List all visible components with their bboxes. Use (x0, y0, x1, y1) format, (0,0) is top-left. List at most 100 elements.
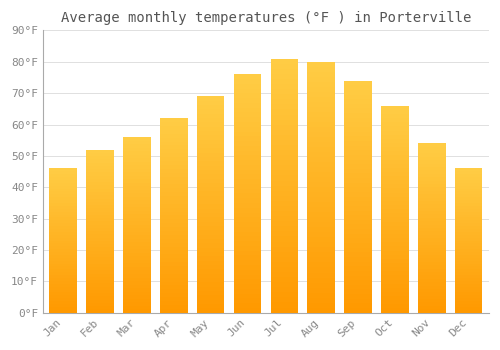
Bar (344, 136, 372, 141)
Bar (123, 221, 151, 225)
Bar (455, 293, 482, 295)
Bar (270, 186, 298, 191)
Bar (86, 163, 114, 166)
Bar (455, 215, 482, 217)
Bar (308, 232, 335, 237)
Bar (197, 209, 224, 213)
Bar (197, 114, 224, 118)
Bar (160, 281, 188, 285)
Bar (455, 171, 482, 174)
Bar (197, 196, 224, 200)
Bar (197, 161, 224, 166)
Bar (86, 228, 114, 231)
Bar (381, 135, 408, 139)
Bar (455, 270, 482, 272)
Bar (160, 134, 188, 138)
Bar (123, 246, 151, 250)
Bar (234, 141, 262, 146)
Bar (234, 160, 262, 165)
Bar (197, 243, 224, 248)
Bar (123, 151, 151, 155)
Bar (123, 218, 151, 221)
Bar (123, 169, 151, 172)
Bar (86, 218, 114, 221)
Bar (197, 187, 224, 191)
Bar (50, 278, 77, 281)
Bar (160, 122, 188, 126)
Bar (160, 254, 188, 258)
Bar (234, 232, 262, 236)
Bar (270, 99, 298, 104)
Bar (86, 238, 114, 241)
Bar (344, 104, 372, 108)
Bar (270, 140, 298, 145)
Bar (50, 189, 77, 191)
Bar (197, 239, 224, 243)
Bar (381, 213, 408, 217)
Bar (160, 211, 188, 216)
Bar (418, 296, 446, 299)
Bar (344, 289, 372, 294)
Bar (270, 84, 298, 89)
Bar (270, 114, 298, 120)
Bar (123, 228, 151, 232)
Bar (270, 252, 298, 257)
Bar (381, 201, 408, 205)
Bar (50, 238, 77, 240)
Bar (50, 246, 77, 249)
Bar (455, 272, 482, 275)
Bar (234, 170, 262, 174)
Bar (234, 270, 262, 274)
Bar (197, 226, 224, 230)
Bar (381, 197, 408, 201)
Bar (418, 272, 446, 275)
Bar (86, 290, 114, 293)
Bar (455, 284, 482, 287)
Bar (197, 118, 224, 122)
Bar (344, 192, 372, 197)
Bar (123, 250, 151, 253)
Bar (455, 304, 482, 307)
Title: Average monthly temperatures (°F ) in Porterville: Average monthly temperatures (°F ) in Po… (60, 11, 471, 25)
Bar (455, 226, 482, 229)
Bar (344, 224, 372, 229)
Bar (455, 232, 482, 235)
Bar (270, 79, 298, 84)
Bar (270, 267, 298, 272)
Bar (160, 141, 188, 146)
Bar (160, 239, 188, 243)
Bar (86, 303, 114, 306)
Bar (270, 247, 298, 252)
Bar (308, 162, 335, 167)
Bar (86, 225, 114, 228)
Bar (308, 262, 335, 267)
Bar (418, 252, 446, 255)
Bar (160, 118, 188, 122)
Bar (123, 267, 151, 271)
Bar (86, 270, 114, 273)
Bar (418, 245, 446, 248)
Bar (455, 212, 482, 215)
Bar (381, 168, 408, 172)
Bar (123, 292, 151, 295)
Bar (455, 275, 482, 278)
Bar (344, 183, 372, 187)
Bar (418, 282, 446, 286)
Bar (308, 107, 335, 112)
Bar (86, 306, 114, 309)
Bar (418, 265, 446, 268)
Bar (344, 164, 372, 169)
Bar (270, 94, 298, 99)
Bar (160, 165, 188, 169)
Bar (270, 221, 298, 226)
Bar (381, 139, 408, 143)
Bar (418, 154, 446, 157)
Bar (344, 215, 372, 220)
Bar (50, 177, 77, 180)
Bar (381, 110, 408, 114)
Bar (86, 149, 114, 153)
Bar (270, 191, 298, 196)
Bar (197, 166, 224, 170)
Bar (50, 197, 77, 200)
Bar (50, 284, 77, 287)
